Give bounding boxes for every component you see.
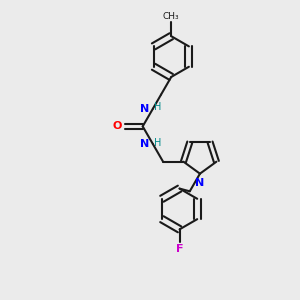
Text: N: N (140, 139, 149, 149)
Text: N: N (195, 178, 205, 188)
Text: N: N (140, 104, 149, 114)
Text: CH₃: CH₃ (163, 12, 179, 21)
Text: H: H (154, 138, 162, 148)
Text: H: H (154, 102, 162, 112)
Text: O: O (112, 122, 122, 131)
Text: F: F (176, 244, 183, 254)
